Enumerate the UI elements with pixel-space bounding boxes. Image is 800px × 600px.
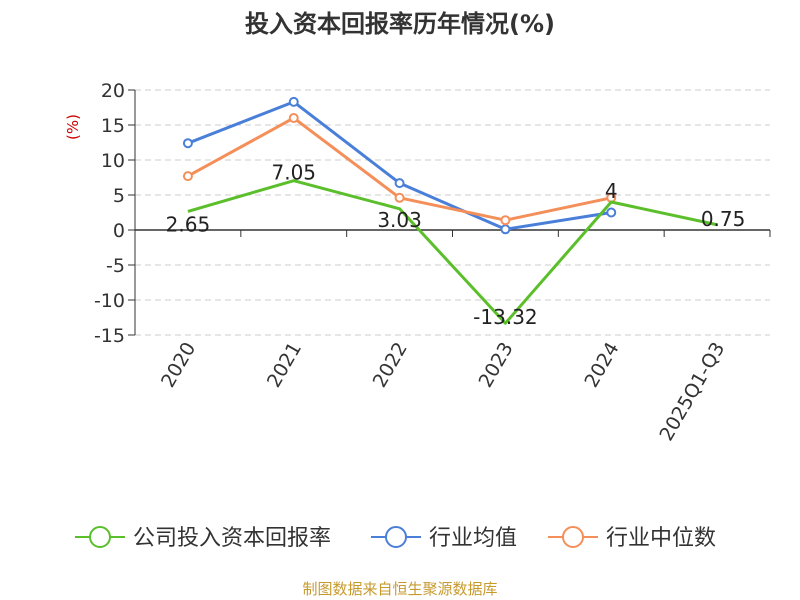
legend-item-2[interactable]: 行业中位数: [548, 526, 716, 551]
series-point: [182, 171, 193, 182]
y-tick-label: 15: [101, 115, 125, 137]
legend-circle-icon: [89, 526, 111, 548]
y-tick-label: -10: [94, 290, 125, 312]
legend-label: 行业均值: [429, 526, 517, 551]
series-point: [182, 138, 193, 149]
y-tick-label: -15: [94, 325, 125, 347]
y-tick-label: 5: [113, 185, 125, 207]
x-tick-label: 2024: [580, 339, 623, 392]
series-point: [500, 224, 511, 235]
data-label: 2.65: [166, 212, 211, 236]
series-point: [394, 192, 405, 203]
series-line-2: [187, 116, 612, 222]
legend-item-1[interactable]: 行业均值: [371, 526, 517, 551]
data-label: 0.75: [701, 207, 746, 231]
chart-title: 投入资本回报率历年情况(%): [245, 10, 555, 38]
data-label: -13.32: [473, 305, 537, 329]
x-tick-label: 2025Q1-Q3: [655, 339, 729, 445]
x-tick-label: 2023: [475, 339, 518, 392]
series-layer: [182, 96, 718, 325]
y-tick-label: -5: [106, 255, 125, 277]
y-axis-label: (%): [64, 114, 82, 140]
source-note: 制图数据来自恒生聚源数据库: [302, 580, 498, 598]
x-tick-label: 2022: [369, 339, 412, 392]
legend-label: 行业中位数: [606, 526, 716, 551]
legend-label: 公司投入资本回报率: [133, 526, 331, 551]
axis-layer: 20 15 10 5 0 -5 -10 -15 (%) 2020 2021 2022 2023 2024 2…: [64, 80, 771, 445]
legend[interactable]: 公司投入资本回报率 行业均值 行业中位数: [75, 526, 716, 551]
series-line-0: [187, 179, 718, 325]
y-tick-label: 10: [101, 150, 125, 172]
x-tick-label: 2020: [157, 339, 200, 392]
data-label: 7.05: [271, 161, 316, 185]
y-tick-label: 0: [113, 220, 125, 242]
legend-circle-icon: [562, 526, 584, 548]
data-label: 3.03: [377, 208, 422, 232]
legend-item-0[interactable]: 公司投入资本回报率: [75, 526, 331, 551]
data-label-layer: 2.65 7.05 3.03 -13.32 4 0.75: [166, 161, 746, 330]
series-point: [394, 178, 405, 189]
series-point: [500, 215, 511, 226]
series-point: [288, 96, 299, 107]
legend-circle-icon: [385, 526, 407, 548]
data-label: 4: [605, 179, 618, 203]
y-tick-label: 20: [101, 80, 125, 102]
x-tick-label: 2021: [263, 339, 306, 392]
series-point: [288, 113, 299, 123]
series-point: [606, 207, 617, 218]
